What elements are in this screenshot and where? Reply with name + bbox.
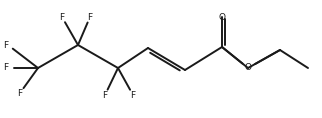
Text: F: F: [17, 88, 23, 97]
Text: F: F: [60, 13, 65, 21]
Text: F: F: [102, 91, 108, 99]
Text: F: F: [3, 40, 8, 49]
Text: O: O: [219, 13, 225, 21]
Text: F: F: [3, 63, 8, 72]
Text: O: O: [244, 63, 251, 72]
Text: F: F: [88, 13, 92, 21]
Text: F: F: [130, 91, 136, 99]
